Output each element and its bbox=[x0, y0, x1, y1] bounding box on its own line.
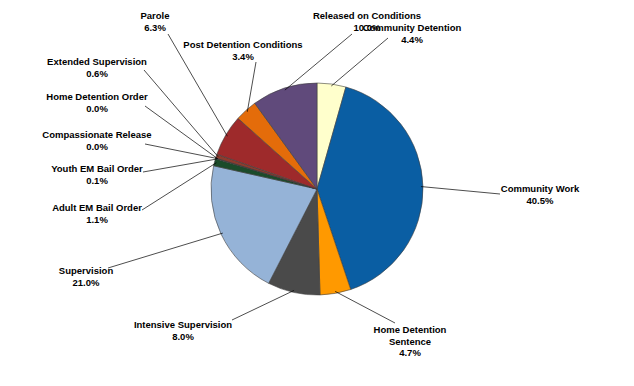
leader-line bbox=[143, 159, 217, 172]
leader-line bbox=[331, 38, 388, 86]
slice-value: 4.4% bbox=[401, 34, 423, 45]
pie-slice bbox=[317, 189, 351, 295]
slice-value: 1.1% bbox=[86, 214, 108, 225]
slice-value: 4.7% bbox=[399, 347, 421, 358]
slice-value: 0.0% bbox=[86, 141, 108, 152]
slice-name: Youth EM Bail Order bbox=[51, 163, 143, 174]
slice-name: Supervision bbox=[59, 265, 114, 276]
slice-name: Compassionate Release bbox=[42, 129, 151, 140]
leader-lines bbox=[108, 34, 500, 323]
slice-name: Home DetentionSentence bbox=[374, 324, 447, 347]
slice-value: 0.6% bbox=[86, 68, 108, 79]
leader-line bbox=[421, 187, 500, 194]
slice-name: Released on Conditions bbox=[313, 10, 421, 21]
slice-name: Post Detention Conditions bbox=[183, 39, 302, 50]
leader-line bbox=[232, 290, 294, 320]
leader-line bbox=[142, 163, 216, 210]
leader-line bbox=[108, 233, 223, 268]
leader-line bbox=[335, 291, 395, 323]
slice-value: 40.5% bbox=[527, 195, 554, 206]
slice-value: 6.3% bbox=[144, 22, 166, 33]
slice-value: 8.0% bbox=[172, 331, 194, 342]
slice-name: Community Work bbox=[501, 183, 580, 194]
data-labels: Community Detention4.4%Community Work40.… bbox=[42, 10, 580, 358]
slice-value: 0.0% bbox=[86, 103, 108, 114]
slice-name: Intensive Supervision bbox=[134, 319, 232, 330]
pie-chart: Community Detention4.4%Community Work40.… bbox=[0, 0, 634, 386]
slice-value: 10.0% bbox=[354, 22, 381, 33]
pie-slice bbox=[255, 83, 317, 189]
slice-name: Extended Supervision bbox=[47, 56, 147, 67]
slice-value: 3.4% bbox=[232, 51, 254, 62]
leader-line bbox=[247, 62, 256, 112]
slices bbox=[211, 83, 423, 295]
slice-name: Parole bbox=[140, 10, 169, 21]
slice-name: Home Detention Order bbox=[46, 91, 148, 102]
chart-container: Community Detention4.4%Community Work40.… bbox=[0, 0, 634, 386]
slice-name: Adult EM Bail Order bbox=[52, 202, 142, 213]
leader-line bbox=[144, 70, 218, 157]
slice-value: 0.1% bbox=[86, 175, 108, 186]
leader-line bbox=[145, 144, 218, 159]
slice-value: 21.0% bbox=[73, 277, 100, 288]
